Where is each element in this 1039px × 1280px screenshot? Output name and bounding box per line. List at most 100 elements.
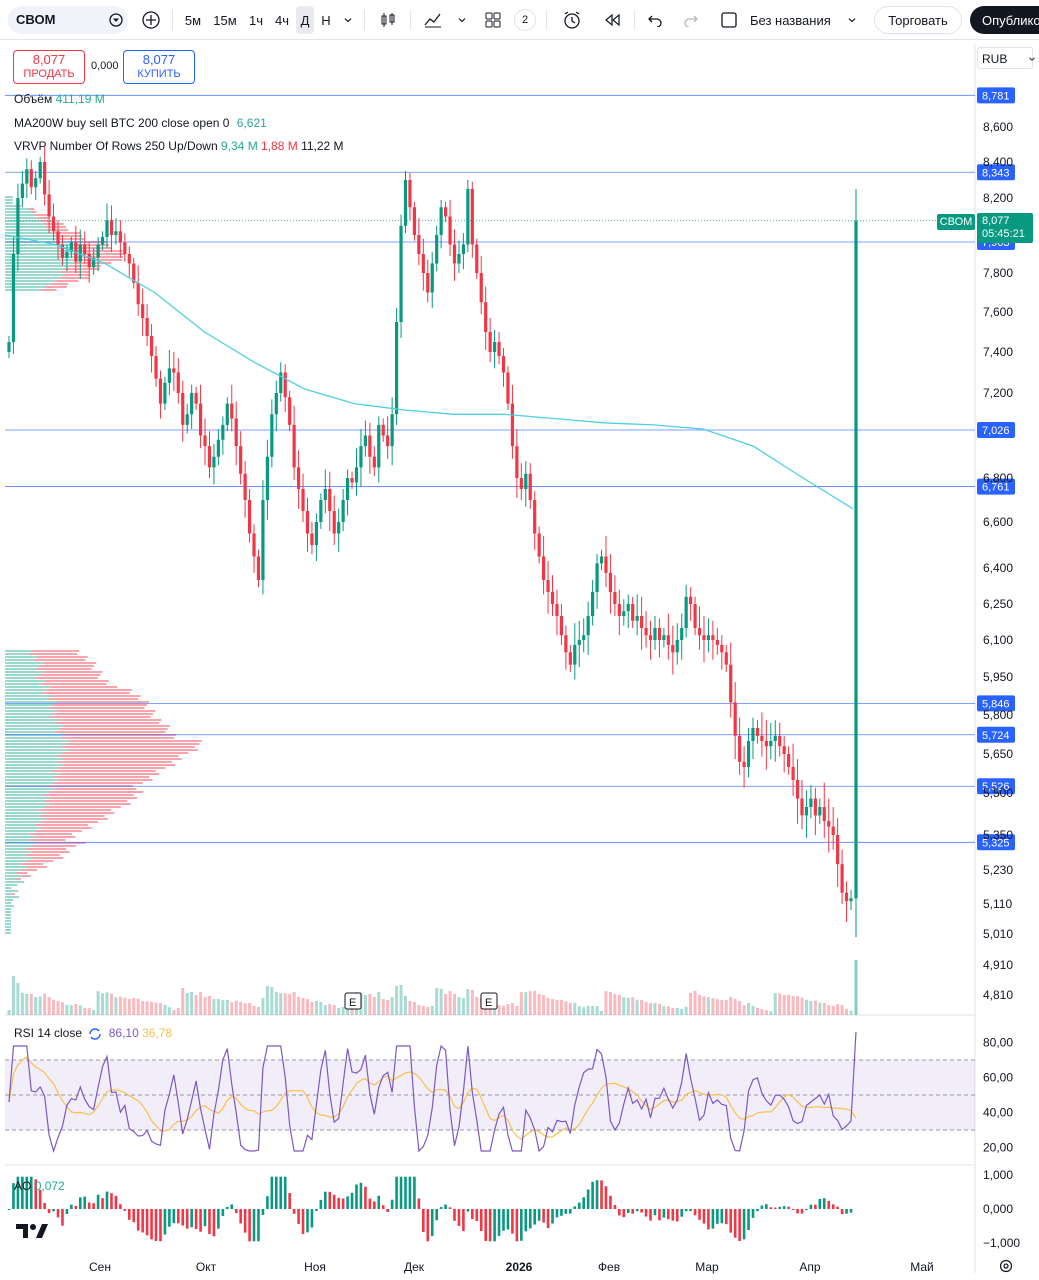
- volume-bar: [252, 1006, 256, 1015]
- vrvp-up-bar: [5, 283, 51, 285]
- ao-bar: [756, 1209, 759, 1212]
- ao-bar: [805, 1209, 808, 1210]
- volume-bar: [16, 983, 20, 1015]
- alert-clock-icon[interactable]: [558, 6, 586, 34]
- interval-4h[interactable]: 4ч: [274, 12, 289, 28]
- level-price-badge: [977, 478, 1015, 495]
- rsi-legend[interactable]: RSI 14 close 86,10 36,78: [14, 1026, 172, 1040]
- interval-5m[interactable]: 5м: [184, 12, 202, 28]
- candle-body: [96, 244, 100, 258]
- candles-style-icon[interactable]: [374, 6, 402, 34]
- layout-name[interactable]: Без названия: [750, 12, 831, 28]
- symbol-search[interactable]: [8, 6, 128, 34]
- publish-button[interactable]: Опублико: [970, 6, 1039, 34]
- interval-week[interactable]: Н: [321, 12, 331, 28]
- volume-bar: [604, 991, 608, 1015]
- settings-gear-icon[interactable]: [999, 1259, 1013, 1278]
- vrvp-up-bar: [5, 704, 53, 706]
- volume-bar: [261, 998, 265, 1015]
- volume-bar: [256, 1007, 260, 1015]
- vrvp-up-bar: [5, 899, 14, 901]
- candle-body: [818, 807, 822, 816]
- ao-bar: [123, 1209, 127, 1211]
- ao-bar: [435, 1209, 438, 1221]
- vrvp-down-bar: [59, 271, 90, 273]
- candle-body: [319, 500, 323, 522]
- sell-button[interactable]: 8,077 ПРОДАТЬ: [13, 50, 85, 84]
- volume-legend[interactable]: Объём 411,19 M: [14, 92, 105, 106]
- interval-day-active[interactable]: Д: [296, 6, 314, 34]
- trade-button[interactable]: Торговать: [874, 6, 962, 34]
- volume-bar: [292, 992, 296, 1015]
- vrvp-legend-up: 9,34 M: [221, 139, 258, 153]
- ma-legend[interactable]: MA200W buy sell BTC 200 close open 0 6,6…: [14, 116, 267, 130]
- redo-icon[interactable]: [678, 6, 704, 34]
- volume-bar: [666, 1006, 670, 1015]
- candle-body: [243, 473, 247, 500]
- vrvp-up-bar: [5, 668, 36, 670]
- ao-bar: [194, 1209, 198, 1230]
- buy-button[interactable]: 8,077 КУПИТЬ: [123, 50, 195, 84]
- vrvp-down-bar: [28, 208, 35, 210]
- volume-bar: [301, 998, 305, 1015]
- candle-body: [216, 439, 220, 457]
- vrvp-down-bar: [46, 226, 67, 228]
- vrvp-up-bar: [5, 869, 22, 871]
- vrvp-up-bar: [5, 773, 60, 775]
- volume-bar: [212, 999, 216, 1015]
- volume-bar: [497, 1005, 501, 1015]
- vrvp-legend-total: 11,22 M: [301, 139, 344, 153]
- candle-body: [363, 435, 368, 447]
- interval-15m[interactable]: 15м: [213, 12, 237, 28]
- ao-bar: [328, 1191, 332, 1209]
- interval-dropdown-icon[interactable]: [338, 6, 358, 34]
- ao-bar: [373, 1201, 376, 1209]
- vrvp-legend[interactable]: VRVP Number Of Rows 250 Up/Down 9,34 M 1…: [14, 139, 344, 153]
- indicators-dropdown-icon[interactable]: [452, 6, 472, 34]
- ao-bar: [484, 1209, 487, 1241]
- ao-bar: [52, 1209, 55, 1212]
- compare-add-icon[interactable]: [138, 6, 164, 34]
- undo-icon[interactable]: [642, 6, 668, 34]
- volume-bar: [662, 1006, 666, 1015]
- interval-1h[interactable]: 1ч: [248, 12, 263, 28]
- vrvp-up-bar: [5, 710, 58, 712]
- candle-body: [809, 798, 813, 807]
- vrvp-down-bar: [40, 220, 53, 222]
- ao-bar: [279, 1176, 283, 1209]
- symbol-name[interactable]: СВОМ: [16, 12, 56, 27]
- currency-select[interactable]: RUB: [977, 47, 1035, 69]
- ao-bar: [649, 1209, 652, 1221]
- price-axis-tick: 6,250: [983, 597, 1013, 611]
- price-axis-tick: 7,400: [983, 345, 1013, 359]
- price-axis-tick: 7,600: [983, 305, 1013, 319]
- layout-grid-icon[interactable]: [480, 6, 506, 34]
- vrvp-up-bar: [5, 887, 12, 889]
- ao-bar: [604, 1186, 608, 1209]
- vrvp-up-bar: [5, 833, 30, 835]
- level-price-label: 8,781: [982, 90, 1010, 102]
- replay-icon[interactable]: [598, 6, 626, 34]
- ao-bar: [462, 1209, 465, 1232]
- price-chart[interactable]: 8,7818,3437,9637,0266,7615,8465,7245,526…: [0, 40, 1039, 1280]
- vrvp-up-bar: [5, 746, 62, 748]
- symbol-dropdown-icon[interactable]: [104, 6, 128, 34]
- rsi-refresh-icon[interactable]: [88, 1028, 102, 1040]
- volume-bar: [787, 995, 791, 1015]
- volume-bar: [341, 1007, 345, 1015]
- vrvp-up-bar: [5, 911, 11, 913]
- vrvp-up-bar: [5, 238, 58, 240]
- vrvp-down-bar: [20, 863, 44, 865]
- layout-checkbox-icon[interactable]: [716, 6, 742, 34]
- ao-bar: [96, 1194, 100, 1209]
- volume-bar: [573, 1002, 577, 1015]
- rsi-axis-tick: 20,00: [983, 1141, 1013, 1155]
- ao-legend[interactable]: AO 0,072: [14, 1179, 65, 1193]
- vrvp-up-bar: [5, 743, 67, 745]
- volume-bar: [274, 992, 278, 1015]
- layout-count-badge[interactable]: 2: [514, 9, 536, 31]
- volume-bar: [176, 1008, 180, 1015]
- ao-bar: [782, 1206, 786, 1209]
- layout-dropdown-icon[interactable]: [842, 6, 862, 34]
- indicators-icon[interactable]: [418, 6, 448, 34]
